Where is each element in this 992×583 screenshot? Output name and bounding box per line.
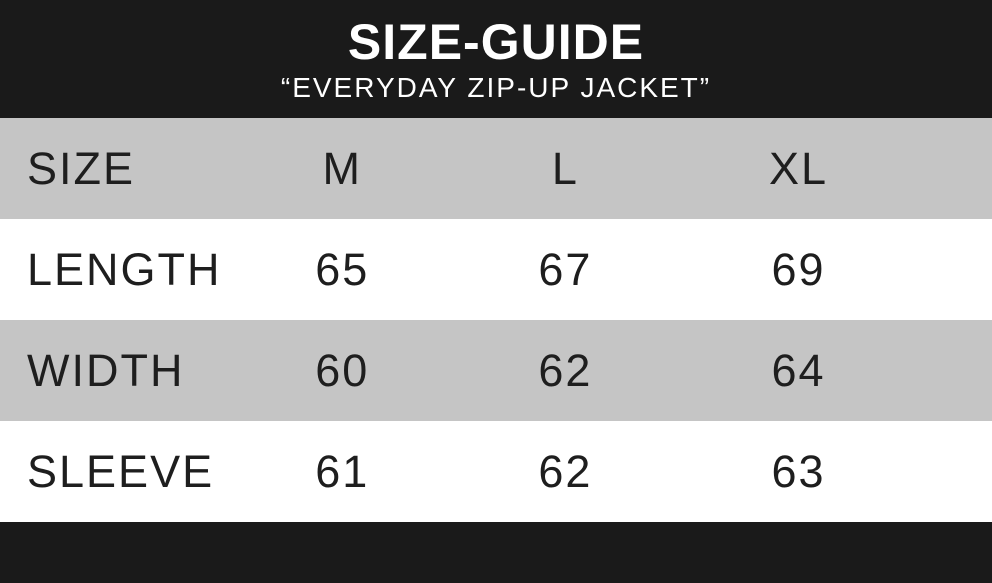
value-length-m: 65 (315, 243, 370, 295)
footer-band (0, 522, 992, 583)
table-row-sleeve: SLEEVE 61 62 63 (0, 421, 992, 522)
value-width-xl: 64 (771, 344, 826, 396)
value-length-l: 67 (538, 243, 593, 295)
header-band: SIZE-GUIDE “EVERYDAY ZIP-UP JACKET” (0, 0, 992, 118)
page-title: SIZE-GUIDE (347, 14, 645, 71)
size-table: SIZE M L XL LENGTH 65 67 69 WIDTH 60 62 … (0, 118, 992, 522)
value-length-xl: 69 (771, 243, 826, 295)
row-label: WIDTH (27, 344, 185, 396)
column-header-size: SIZE (27, 142, 136, 194)
column-header-m: M (322, 142, 362, 194)
table-row-width: WIDTH 60 62 64 (0, 320, 992, 421)
column-header-xl: XL (769, 142, 829, 194)
table-row-length: LENGTH 65 67 69 (0, 219, 992, 320)
table-header-row: SIZE M L XL (0, 118, 992, 219)
value-width-l: 62 (538, 344, 593, 396)
row-label: LENGTH (27, 243, 222, 295)
value-sleeve-xl: 63 (771, 445, 826, 497)
product-subtitle: “EVERYDAY ZIP-UP JACKET” (280, 71, 712, 103)
value-sleeve-l: 62 (538, 445, 593, 497)
value-sleeve-m: 61 (315, 445, 370, 497)
column-header-l: L (551, 142, 579, 194)
row-label: SLEEVE (27, 445, 215, 497)
value-width-m: 60 (315, 344, 370, 396)
